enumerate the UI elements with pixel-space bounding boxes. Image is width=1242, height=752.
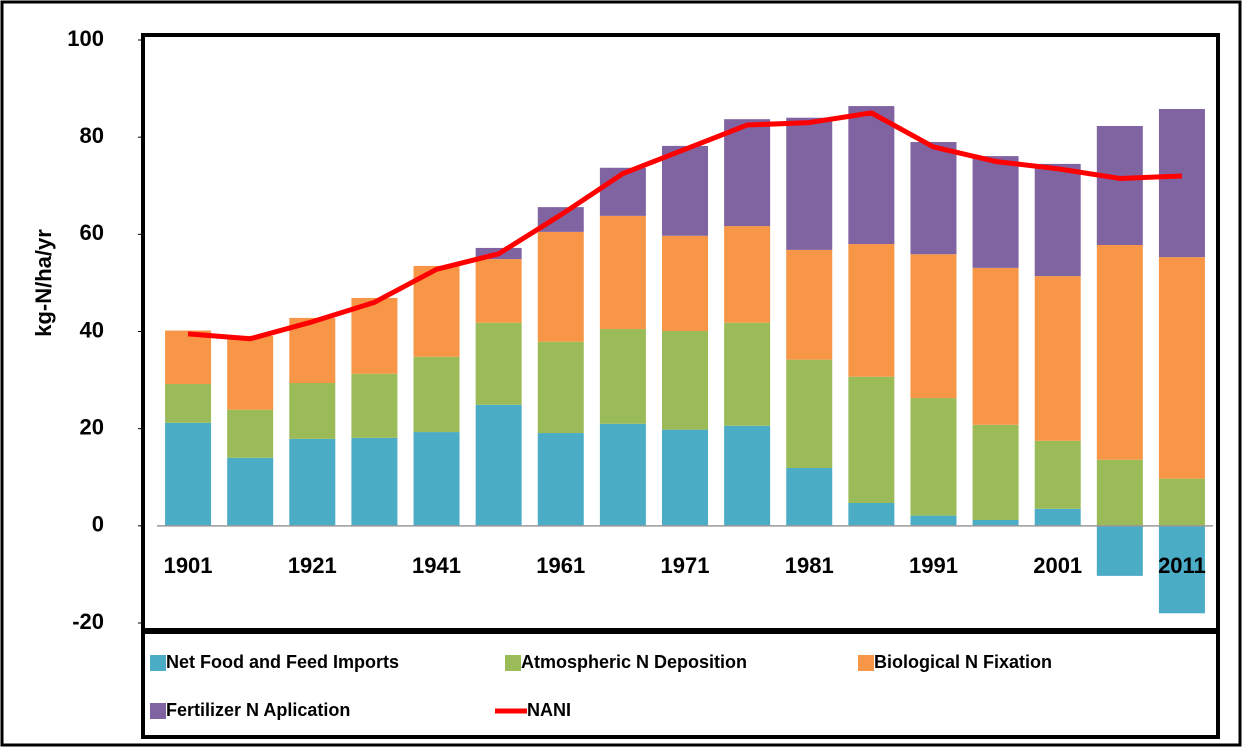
bar [1034,440,1081,509]
bar [662,331,708,430]
bar [165,422,212,526]
bar [1096,459,1143,526]
x-tick-label: 1991 [909,553,958,578]
y-tick-label: 0 [92,512,104,537]
bar [972,520,1019,526]
legend-label: Biological N Fixation [874,652,1052,672]
bar [165,383,212,423]
bar [910,254,957,399]
legend-label: Atmospheric N Deposition [521,652,747,672]
legend-swatch [858,655,874,671]
bar [662,235,708,332]
bar [413,356,460,433]
bar [537,341,584,434]
bar [724,425,771,526]
bar [972,267,1019,425]
bar [1158,257,1205,479]
bar [848,106,895,245]
bar [910,142,957,255]
legend-swatch [505,655,521,671]
x-tick-label: 1941 [412,553,461,578]
x-tick-label: 1961 [536,553,585,578]
bar [227,457,274,526]
y-tick-label: 100 [67,26,104,51]
bar [289,317,336,383]
bar [537,433,584,526]
bar [848,244,895,377]
bar [599,329,646,424]
bar [1034,508,1081,526]
bar [786,359,833,469]
bar [972,156,1019,268]
legend-swatch [150,655,166,671]
x-tick-label: 1971 [661,553,710,578]
bar [662,145,708,236]
bar [165,330,212,384]
bar [786,117,833,250]
y-tick-label: 40 [80,317,104,342]
y-tick-label: 20 [80,414,104,439]
y-axis-label: kg-N/ha/yr [31,229,56,337]
bar [724,119,771,227]
bar [475,322,522,405]
bar [351,437,398,526]
bar [848,502,895,526]
legend-label: Net Food and Feed Imports [166,652,399,672]
bar [1158,108,1205,258]
bar [848,376,895,503]
legend-frame [141,630,1220,739]
bar [1096,125,1143,246]
bar [1096,525,1143,576]
x-tick-label: 1901 [164,553,213,578]
line-series [187,110,1183,342]
bar [537,231,584,342]
bar [599,215,646,330]
legend-label: Fertilizer N Aplication [166,700,350,720]
bar [351,297,398,374]
x-tick-label: 2001 [1033,553,1082,578]
bar [1158,525,1205,614]
bar [1096,245,1143,460]
bar [786,468,833,526]
y-tick-label: 80 [80,123,104,148]
bar [599,423,646,526]
bar [289,438,336,526]
bar [1034,276,1081,441]
bar [910,398,957,516]
bar [786,249,833,360]
y-tick-label: 60 [80,220,104,245]
legend-swatch [150,703,166,719]
bar [724,322,771,426]
bar [413,265,460,357]
bar [475,404,522,526]
bar [724,226,771,323]
legend-label: NANI [527,700,571,720]
bar [972,424,1019,521]
bar [1158,478,1205,526]
bar [910,515,957,526]
bar [289,382,336,439]
bar [351,373,398,438]
x-tick-label: 2011 [1158,553,1206,578]
bar [537,207,584,232]
bar [413,432,460,526]
bar [662,429,708,526]
x-tick-label: 1981 [785,553,834,578]
bar [227,335,274,410]
bar [1034,163,1081,277]
x-tick-label: 1921 [288,553,337,578]
bar [475,259,522,323]
bar [227,409,274,458]
y-tick-label: -20 [72,609,104,634]
